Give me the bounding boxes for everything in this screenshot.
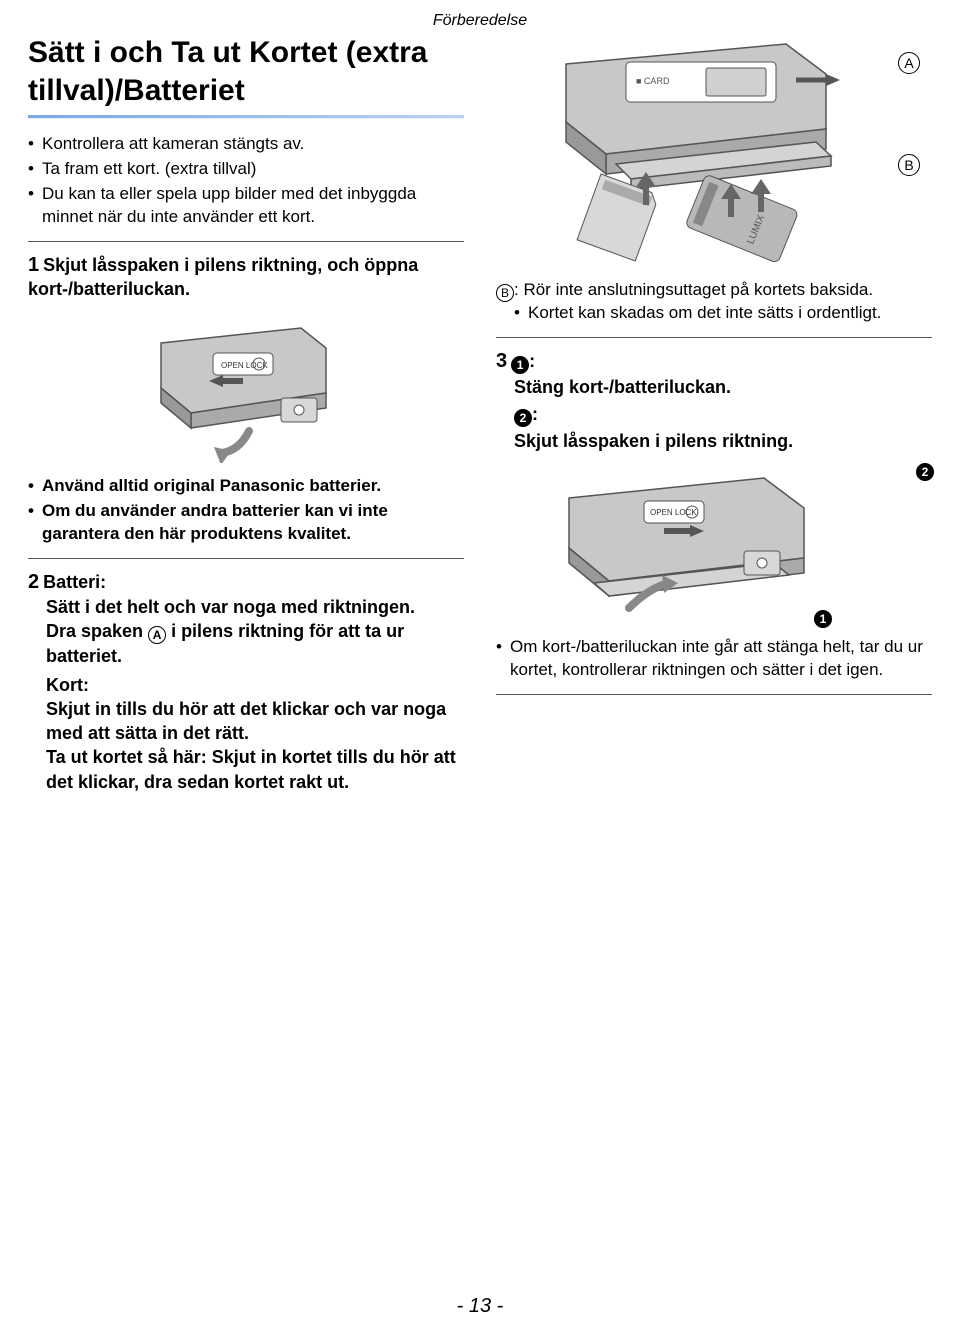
step-3: 31: Stäng kort-/batteriluckan. 2: Skjut … [496, 348, 932, 628]
battery-instruction: Sätt i det helt och var noga med riktnin… [46, 595, 464, 619]
warning-bullets: Använd alltid original Panasonic batteri… [28, 475, 464, 546]
label-b-inline: B [496, 284, 514, 302]
b-description: B: Rör inte anslutningsuttaget på kortet… [496, 279, 932, 302]
substep-1-icon: 1 [511, 356, 529, 374]
svg-text:OPEN LOCK: OPEN LOCK [221, 361, 268, 370]
lever-instruction: Dra spaken A i pilens riktning för att t… [46, 619, 464, 668]
card-label: Kort: [46, 673, 464, 697]
card-instruction: Skjut in tills du hör att det klickar oc… [46, 697, 464, 746]
b-note-bullet: Kortet kan skadas om det inte sätts i or… [514, 302, 932, 325]
svg-text:OPEN LOCK: OPEN LOCK [650, 508, 697, 517]
step-number: 3 [496, 348, 507, 374]
svg-text:■ CARD: ■ CARD [636, 76, 670, 86]
card-remove-instruction: Ta ut kortet så här: Skjut in kortet til… [46, 745, 464, 794]
warning-bullet: Använd alltid original Panasonic batteri… [28, 475, 464, 498]
step-number: 1 [28, 252, 39, 278]
section-header: Förberedelse [0, 0, 960, 34]
insert-card-battery-illustration: ■ CARD LUMIX [496, 34, 932, 269]
label-a-inline: A [148, 626, 166, 644]
intro-bullets: Kontrollera att kameran stängts av. Ta f… [28, 133, 464, 229]
callout-2: 2 [916, 463, 934, 481]
left-column: Sätt i och Ta ut Kortet (extra tillval)/… [28, 34, 464, 800]
page-number: - 13 - [0, 1295, 960, 1318]
callout-label-a: A [898, 52, 920, 74]
callout-1: 1 [814, 610, 832, 628]
divider [28, 558, 464, 559]
step-number: 2 [28, 569, 39, 595]
divider [28, 241, 464, 242]
page-title: Sätt i och Ta ut Kortet (extra tillval)/… [28, 34, 464, 109]
divider [496, 694, 932, 695]
intro-bullet: Ta fram ett kort. (extra tillval) [28, 158, 464, 181]
intro-bullet: Kontrollera att kameran stängts av. [28, 133, 464, 156]
divider [496, 337, 932, 338]
camera-open-lock-illustration: OPEN LOCK [131, 313, 361, 463]
substep-2-text: Skjut låsspaken i pilens riktning. [514, 428, 932, 455]
warning-bullet: Om du använder andra batterier kan vi in… [28, 500, 464, 546]
two-column-layout: Sätt i och Ta ut Kortet (extra tillval)/… [0, 34, 960, 800]
step3-note-bullets: Om kort-/batteriluckan inte går att stän… [496, 636, 932, 682]
battery-label: Batteri: [43, 572, 106, 592]
callout-label-b: B [898, 154, 920, 176]
substep-1-text: Stäng kort-/batteriluckan. [514, 374, 932, 401]
step-text: Skjut låsspaken i pilens riktning, och ö… [28, 255, 418, 299]
b-note-bullets: Kortet kan skadas om det inte sätts i or… [514, 302, 932, 325]
close-cover-illustration: OPEN LOCK 2 1 [514, 463, 932, 628]
intro-bullet: Du kan ta eller spela upp bilder med det… [28, 183, 464, 229]
right-column: ■ CARD LUMIX [496, 34, 932, 800]
substep-2-icon: 2 [514, 409, 532, 427]
step-1: 1Skjut låsspaken i pilens riktning, och … [28, 252, 464, 301]
step3-note-bullet: Om kort-/batteriluckan inte går att stän… [496, 636, 932, 682]
step-2: 2Batteri: Sätt i det helt och var noga m… [28, 569, 464, 794]
title-rule [28, 115, 464, 119]
